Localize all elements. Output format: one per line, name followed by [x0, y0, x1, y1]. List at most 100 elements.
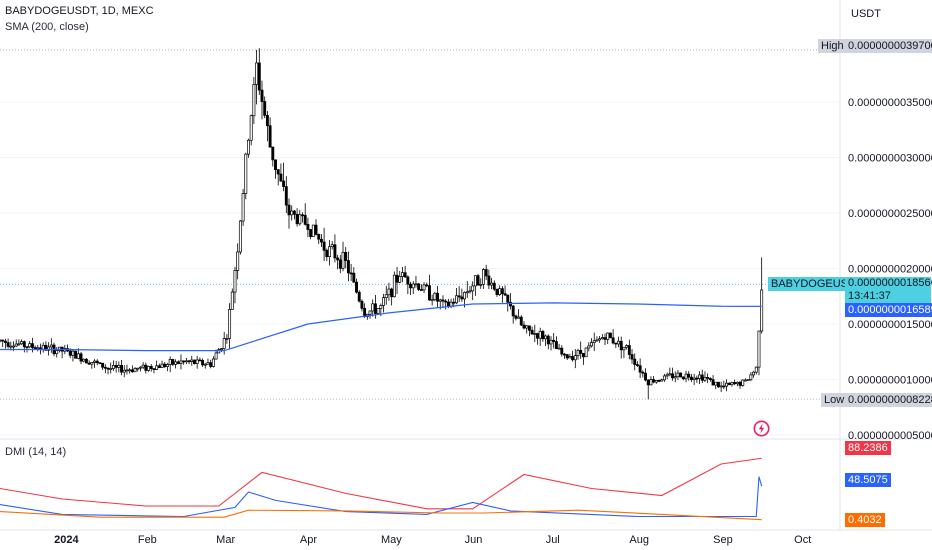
candle-body: [36, 347, 40, 350]
candle-body: [538, 331, 542, 339]
candle-body: [193, 359, 196, 364]
candle-body: [319, 238, 323, 243]
candle-body: [236, 251, 240, 271]
candle-body: [179, 360, 183, 364]
candle-body: [206, 362, 210, 365]
candle-body: [384, 294, 388, 299]
candle-body: [152, 368, 156, 370]
candle-body: [290, 210, 294, 216]
candle-body: [590, 342, 593, 347]
candle-body: [406, 276, 410, 285]
candle-body: [463, 292, 467, 300]
candle-body: [203, 363, 207, 366]
candle-body: [598, 338, 602, 341]
candle-body: [744, 379, 747, 382]
candles: [0, 48, 764, 400]
candle-body: [430, 299, 434, 302]
candle-body: [139, 366, 142, 369]
candle-body: [492, 282, 496, 290]
candle-body: [103, 366, 107, 369]
candle-body: [417, 283, 421, 290]
low-value-tag: 0.0000000008228: [845, 393, 932, 407]
candle-body: [689, 376, 693, 380]
candle-body: [635, 364, 639, 367]
candle-body: [57, 346, 61, 351]
candle-body: [106, 367, 110, 370]
x-tick-label: Feb: [138, 534, 157, 546]
candle-body: [495, 288, 499, 295]
candle-body: [708, 378, 712, 380]
candle-body: [549, 339, 553, 345]
candle-body: [603, 337, 607, 340]
candle-body: [576, 350, 580, 356]
candle-body: [257, 62, 261, 91]
candle-body: [198, 359, 202, 362]
candle-body: [438, 299, 442, 302]
x-tick-label: Mar: [216, 534, 235, 546]
candle-body: [360, 300, 364, 309]
candle-body: [606, 332, 610, 340]
currency-button[interactable]: USDT: [851, 8, 881, 20]
x-tick-label: Sep: [713, 534, 733, 546]
candle-body: [274, 159, 277, 170]
sma-indicator-label[interactable]: SMA (200, close): [5, 21, 89, 33]
candle-body: [187, 360, 191, 363]
candle-body: [714, 381, 718, 386]
candle-body: [479, 283, 483, 286]
candle-body: [536, 333, 539, 339]
candle-body: [292, 210, 296, 215]
candle-body: [201, 360, 205, 366]
candle-body: [584, 347, 588, 358]
candle-body: [9, 345, 13, 348]
candle-body: [333, 244, 337, 259]
dmi-indicator-label[interactable]: DMI (14, 14): [5, 446, 67, 458]
candle-body: [414, 283, 418, 286]
candle-body: [482, 269, 485, 285]
candle-body: [579, 350, 583, 354]
candle-body: [147, 366, 151, 371]
candle-body: [568, 356, 572, 359]
candle-body: [733, 382, 737, 385]
candle-body: [660, 379, 664, 382]
high-value-tag: 0.0000000039700: [845, 39, 932, 53]
candle-body: [355, 281, 358, 293]
candle-body: [230, 291, 234, 310]
candle-body: [238, 220, 242, 253]
candle-body: [662, 375, 666, 381]
candle-body: [460, 296, 464, 300]
candle-body: [117, 364, 121, 368]
candle-body: [571, 356, 575, 361]
candle-body: [419, 289, 423, 291]
candle-body: [241, 193, 245, 222]
candle-body: [400, 272, 404, 277]
last-price-value: 0.0000000018566: [848, 277, 932, 289]
candle-body: [687, 373, 691, 378]
candle-body: [382, 297, 385, 306]
candle-body: [174, 361, 178, 365]
candle-body: [452, 301, 456, 304]
candle-body: [0, 339, 2, 342]
candle-body: [673, 376, 677, 379]
candle-body: [746, 379, 750, 381]
candle-body: [611, 337, 615, 344]
x-tick-label: Jun: [465, 534, 483, 546]
lightning-circle-icon[interactable]: [753, 420, 770, 437]
candle-body: [565, 354, 569, 359]
candle-body: [252, 84, 256, 117]
candle-body: [573, 355, 577, 361]
candle-body: [25, 346, 29, 349]
candle-body: [141, 364, 145, 368]
candle-body: [122, 369, 126, 373]
candle-body: [614, 342, 618, 345]
candle-body: [265, 115, 269, 127]
candle-body: [665, 374, 669, 377]
candle-body: [71, 350, 75, 356]
symbol-title[interactable]: BABYDOGEUSDT, 1D, MEXC: [5, 5, 154, 17]
x-tick-label: Apr: [300, 534, 317, 546]
candle-body: [703, 377, 707, 381]
y-tick-label: 0.0000000005000: [848, 430, 932, 442]
candle-body: [646, 379, 650, 386]
candle-body: [592, 340, 596, 343]
candle-body: [730, 382, 734, 386]
